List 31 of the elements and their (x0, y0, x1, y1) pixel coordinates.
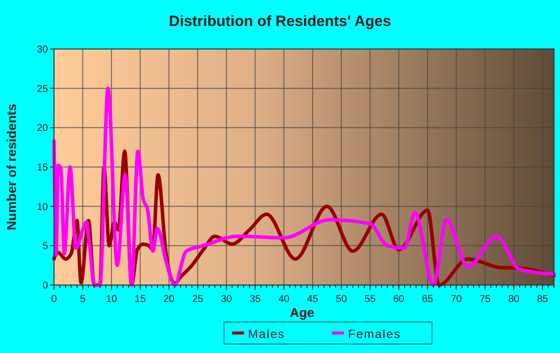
y-tick-label: 10 (36, 202, 48, 213)
y-axis-title: Number of residents (4, 104, 19, 230)
x-tick-label: 55 (364, 294, 376, 305)
y-tick-label: 30 (36, 44, 48, 56)
x-tick-label: 70 (450, 294, 462, 305)
x-tick-label: 0 (51, 294, 58, 305)
x-tick-label: 60 (393, 294, 405, 305)
legend-label: Males (248, 327, 286, 341)
y-tick-label: 15 (36, 162, 48, 174)
chart-title: Distribution of Residents' Ages (168, 13, 392, 30)
x-tick-label: 15 (134, 294, 146, 305)
x-tick-label: 30 (220, 294, 232, 305)
x-axis-title: Age (290, 305, 314, 320)
x-tick-label: 80 (508, 294, 520, 305)
line-series (52, 86, 556, 287)
x-tick-label: 10 (106, 294, 118, 305)
x-tick-label: 20 (163, 294, 175, 305)
x-tick-label: 25 (192, 294, 204, 305)
x-tick-label: 5 (80, 294, 86, 305)
x-tick-label: 45 (307, 294, 319, 305)
y-tick-label: 25 (36, 84, 48, 95)
x-tick-label: 75 (479, 294, 492, 305)
y-tick-label: 0 (42, 280, 48, 292)
x-tick-label: 65 (422, 294, 434, 305)
y-tick-label: 20 (36, 123, 48, 134)
x-tick-label: 85 (536, 294, 549, 305)
x-tick-label: 40 (278, 294, 290, 305)
y-tick-label: 5 (42, 241, 48, 252)
x-tick-label: 50 (336, 294, 348, 305)
x-tick-label: 35 (250, 294, 262, 305)
legend-label: Females (348, 327, 402, 341)
